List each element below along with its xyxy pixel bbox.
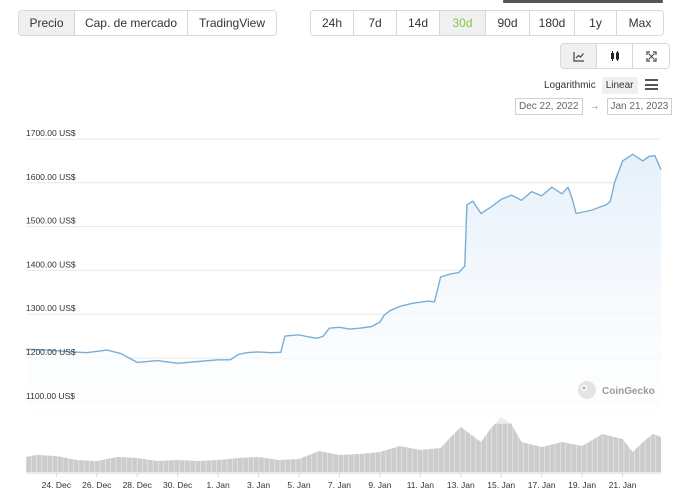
date-from-input[interactable]: Dec 22, 2022 — [515, 98, 583, 115]
fullscreen-icon — [645, 50, 657, 62]
coingecko-logo-pupil — [582, 386, 586, 390]
x-tick-label: 24. Dec — [42, 480, 72, 490]
scale-linear[interactable]: Linear — [601, 77, 638, 94]
y-tick-label: 1700.00 US$ — [26, 128, 76, 138]
x-tick-label: 30. Dec — [163, 480, 193, 490]
range-30d[interactable]: 30d — [440, 11, 486, 35]
metric-tabs: Precio Cap. de mercado TradingView — [18, 10, 277, 36]
line-chart-icon — [572, 51, 584, 62]
y-tick-label: 1100.00 US$ — [26, 391, 75, 401]
candlestick-icon — [610, 51, 619, 61]
x-tick-label: 19. Jan — [568, 480, 596, 490]
y-tick-label: 1400.00 US$ — [26, 259, 76, 269]
x-tick-label: 11. Jan — [407, 480, 435, 490]
y-tick-label: 1300.00 US$ — [26, 303, 76, 313]
tab-price[interactable]: Precio — [19, 11, 75, 35]
date-arrow: → — [589, 101, 600, 112]
date-to-input[interactable]: Jan 21, 2023 — [606, 98, 673, 115]
fullscreen-button[interactable] — [633, 44, 669, 68]
x-tick-label: 15. Jan — [487, 480, 515, 490]
x-tick-label: 7. Jan — [328, 480, 351, 490]
tab-tradingview[interactable]: TradingView — [188, 11, 276, 35]
candlestick-button[interactable] — [597, 44, 633, 68]
coingecko-watermark: CoinGecko — [578, 381, 655, 399]
scale-logarithmic[interactable]: Logarithmic — [544, 80, 596, 91]
price-area — [26, 154, 661, 424]
x-tick-label: 1. Jan — [207, 480, 230, 490]
x-tick-label: 13. Jan — [447, 480, 475, 490]
range-180d[interactable]: 180d — [530, 11, 575, 35]
date-range: Dec 22, 2022 → Jan 21, 2023 — [515, 98, 673, 115]
range-tabs: 24h 7d 14d 30d 90d 180d 1y Max — [310, 10, 664, 36]
chart-type-tabs — [560, 43, 670, 69]
range-1y[interactable]: 1y — [575, 11, 617, 35]
coingecko-logo — [578, 381, 596, 399]
range-7d[interactable]: 7d — [354, 11, 397, 35]
scale-toggle: Logarithmic Linear — [540, 77, 638, 94]
y-tick-label: 1200.00 US$ — [26, 347, 76, 357]
x-tick-label: 9. Jan — [368, 480, 391, 490]
range-24h[interactable]: 24h — [311, 11, 354, 35]
x-tick-label: 21. Jan — [609, 480, 637, 490]
range-90d[interactable]: 90d — [486, 11, 530, 35]
x-tick-label: 3. Jan — [247, 480, 270, 490]
watermark-text: CoinGecko — [602, 386, 655, 397]
tab-market-cap[interactable]: Cap. de mercado — [75, 11, 188, 35]
x-tick-label: 26. Dec — [82, 480, 112, 490]
x-tick-label: 17. Jan — [528, 480, 556, 490]
range-14d[interactable]: 14d — [397, 11, 440, 35]
top-edge-bar — [503, 0, 663, 3]
price-line — [25, 153, 662, 364]
x-axis: 24. Dec 26. Dec 28. Dec 30. Dec 1. Jan 3. Jan… — [26, 472, 661, 490]
x-tick-label: 28. Dec — [123, 480, 153, 490]
y-axis: 1700.00 US$ 1600.00 US$ 1500.00 US$ 1400.00… — [26, 128, 76, 401]
y-tick-label: 1600.00 US$ — [26, 172, 76, 182]
y-tick-label: 1500.00 US$ — [26, 216, 76, 226]
chart-menu-icon[interactable] — [645, 79, 658, 90]
x-tick-label: 5. Jan — [287, 480, 310, 490]
line-chart-button[interactable] — [561, 44, 597, 68]
range-max[interactable]: Max — [617, 11, 663, 35]
